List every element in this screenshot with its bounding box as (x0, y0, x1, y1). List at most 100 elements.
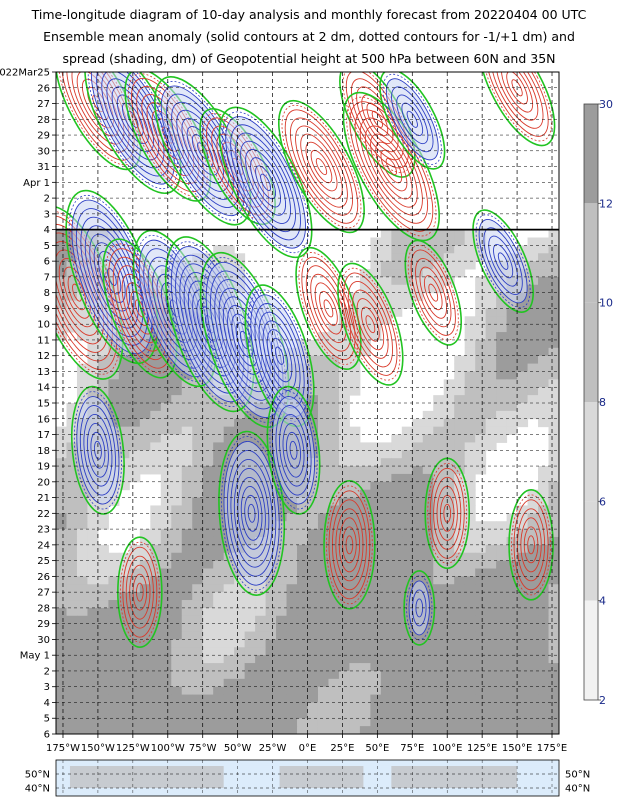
spread-cell (213, 458, 225, 467)
spread-cell (213, 434, 225, 443)
spread-cell (412, 663, 424, 672)
spread-cell (338, 481, 350, 491)
spread-cell (370, 678, 382, 688)
spread-cell (118, 615, 130, 625)
spread-cell (401, 584, 413, 593)
spread-cell (380, 529, 392, 538)
spread-cell (443, 458, 455, 467)
spread-cell (548, 670, 559, 680)
spread-cell (401, 552, 413, 562)
y-tick-label: 4 (44, 225, 50, 236)
spread-cell (255, 623, 267, 633)
spread-cell (475, 623, 487, 633)
spread-cell (359, 332, 371, 341)
spread-cell (517, 678, 529, 688)
spread-cell (527, 387, 539, 396)
spread-cell (485, 544, 497, 554)
spread-cell (192, 686, 204, 696)
spread-cell (338, 726, 350, 734)
spread-cell (307, 718, 319, 727)
spread-cell (56, 670, 67, 680)
spread-cell (213, 466, 225, 475)
spread-cell (56, 726, 67, 734)
negative-anomaly-contour (237, 476, 266, 550)
spread-cell (412, 237, 424, 246)
spread-cell (234, 600, 246, 609)
spread-cell (401, 639, 413, 648)
spread-cell (76, 623, 88, 633)
spread-cell (527, 670, 539, 680)
spread-cell (454, 410, 466, 420)
spread-cell (276, 647, 288, 656)
spread-cell (150, 529, 162, 538)
negative-anomaly-contour (225, 116, 306, 249)
spread-cell (475, 686, 487, 696)
spread-cell (234, 663, 246, 672)
spread-cell (391, 702, 403, 711)
negative-anomaly-contour (282, 422, 305, 478)
spread-cell (433, 245, 445, 254)
spread-cell (401, 678, 413, 688)
spread-cell (485, 678, 497, 688)
spread-cell (548, 332, 559, 341)
negative-anomaly-fill (479, 219, 528, 303)
spread-cell (475, 284, 487, 294)
spread-cell (548, 607, 559, 617)
negative-anomaly-contour (93, 242, 131, 312)
spread-cell (307, 694, 319, 703)
spread-cell (506, 324, 518, 333)
spread-cell (349, 647, 361, 656)
spread-cell (538, 584, 550, 593)
spread-cell (475, 355, 487, 365)
spread-cell (527, 710, 539, 719)
spread-cell (66, 576, 78, 585)
spread-cell (307, 639, 319, 648)
spread-cell (139, 410, 151, 420)
spread-cell (485, 702, 497, 711)
spread-cell (475, 647, 487, 656)
spread-cell (97, 686, 109, 696)
y-tick-label: 9 (44, 304, 50, 315)
spread-cell (139, 702, 151, 711)
negative-anomaly-contour (223, 441, 280, 586)
spread-cell (265, 639, 277, 648)
spread-cell (506, 686, 518, 696)
spread-cell (317, 607, 329, 617)
spread-cell (527, 300, 539, 309)
spread-cell (202, 497, 214, 506)
spread-cell (391, 229, 403, 238)
spread-cell (286, 505, 298, 514)
positive-anomaly-contour (314, 282, 343, 335)
land-mass (69, 766, 224, 788)
spread-cell (160, 410, 172, 420)
spread-cell (370, 607, 382, 617)
spread-cell (464, 536, 476, 546)
spread-cell (76, 615, 88, 625)
spread-cell (338, 639, 350, 648)
spread-cell (76, 536, 88, 546)
spread-cell (234, 395, 246, 404)
spread-cell (475, 631, 487, 640)
spread-cell (454, 261, 466, 270)
spread-cell (412, 434, 424, 443)
spread-cell (527, 529, 539, 538)
spread-cell (307, 686, 319, 696)
zero-contour (70, 385, 125, 515)
spread-cell (234, 631, 246, 640)
spread-cell (338, 710, 350, 719)
spread-cell (380, 647, 392, 656)
map-lat-label-right: 40°N (565, 784, 590, 795)
spread-cell (129, 615, 141, 625)
spread-cell (475, 395, 487, 404)
spread-cell (391, 686, 403, 696)
spread-cell (359, 544, 371, 554)
spread-cell (181, 466, 193, 475)
spread-cell (401, 576, 413, 585)
spread-cell (56, 592, 67, 601)
spread-cell (160, 473, 172, 483)
spread-cell (108, 615, 120, 625)
spread-cell (160, 536, 172, 546)
spread-cell (496, 379, 508, 388)
spread-cell (108, 710, 120, 719)
spread-cell (454, 694, 466, 703)
